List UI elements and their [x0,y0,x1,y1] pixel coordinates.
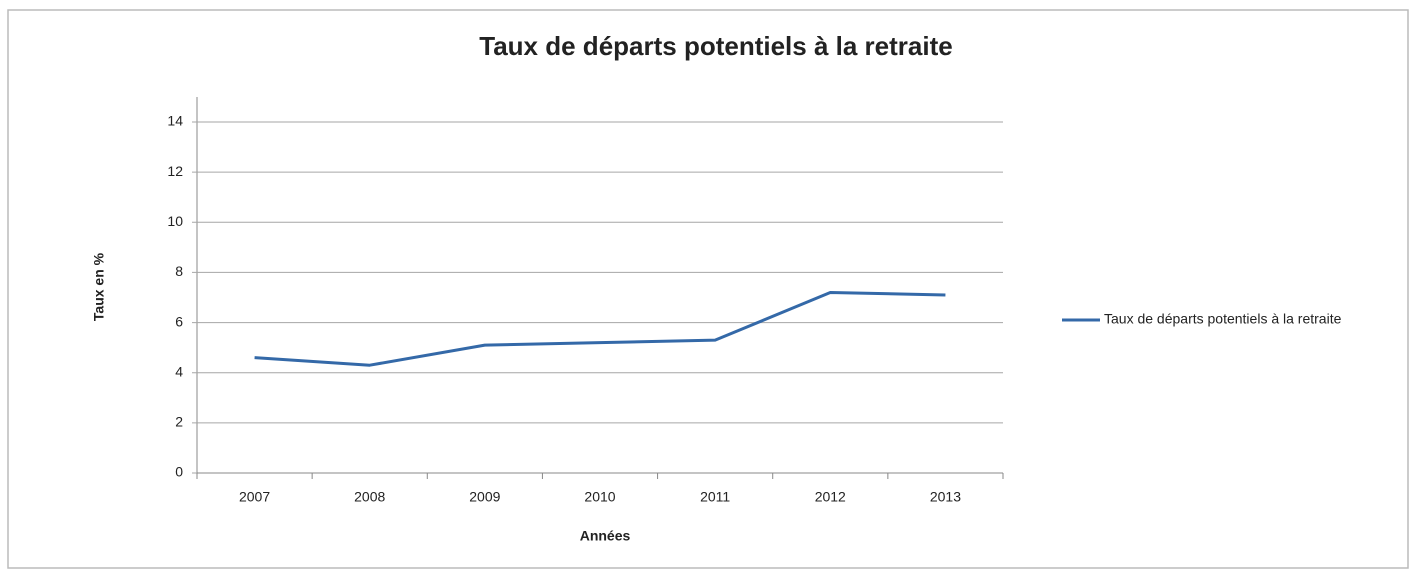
chart-title: Taux de départs potentiels à la retraite [479,31,952,61]
y-tick-label: 0 [175,464,183,480]
x-tick-label: 2013 [930,489,961,505]
legend-label: Taux de départs potentiels à la retraite [1104,311,1342,327]
y-tick-label: 12 [167,163,183,179]
x-tick-label: 2007 [239,489,270,505]
x-tick-label: 2008 [354,489,385,505]
chart-frame [7,9,1409,569]
x-axis-label: Années [580,528,631,544]
x-tick-label: 2009 [469,489,500,505]
x-tick-label: 2011 [700,489,730,505]
y-tick-label: 14 [167,113,183,129]
data-line [254,290,946,367]
y-tick-label: 10 [167,213,183,229]
x-tick-label: 2012 [815,489,846,505]
y-tick-label: 8 [175,263,183,279]
y-tick-label: 4 [175,363,183,379]
y-axis-label: Taux en % [91,252,107,321]
y-tick-label: 6 [175,313,183,329]
x-tick-label: 2010 [584,489,615,505]
y-tick-label: 2 [175,414,183,430]
